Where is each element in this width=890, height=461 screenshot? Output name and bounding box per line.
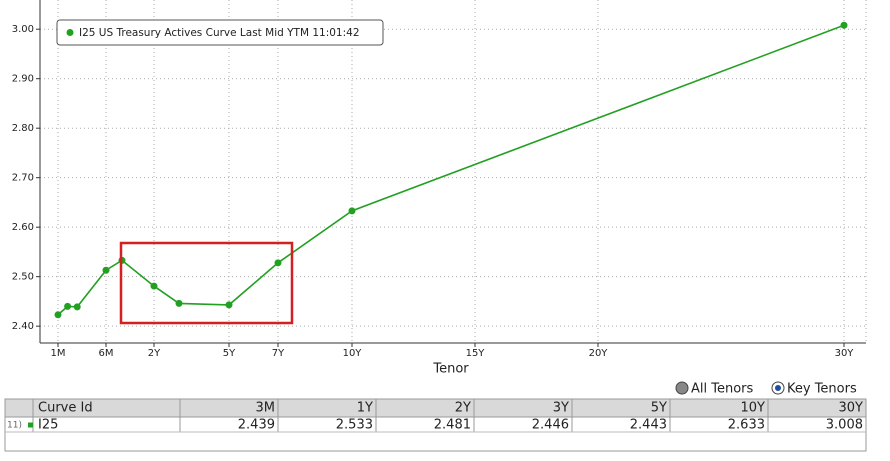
tenor-selector: All Tenors Key Tenors bbox=[675, 381, 857, 397]
x-tick-label: 2Y bbox=[148, 348, 161, 359]
y-tick-label: 2.90 bbox=[12, 74, 34, 85]
highlight-box bbox=[119, 241, 294, 325]
data-point bbox=[225, 301, 233, 309]
radio-label[interactable]: All Tenors bbox=[691, 382, 754, 397]
data-point bbox=[54, 311, 62, 319]
table-header: 2Y bbox=[455, 401, 471, 416]
row-color bbox=[28, 422, 33, 428]
data-point bbox=[73, 303, 81, 311]
legend: I25 US Treasury Actives Curve Last Mid Y… bbox=[56, 19, 384, 46]
table-header: Curve Id bbox=[38, 401, 93, 416]
table-cell: 2.481 bbox=[434, 418, 471, 433]
legend-marker bbox=[66, 29, 74, 36]
data-table: Curve Id 3M 1Y 2Y 3Y 5Y 10Y 30Y 11) I25 2.439 2.533… bbox=[4, 398, 867, 452]
x-tick-label: 30Y bbox=[835, 348, 855, 359]
table-cell: 2.439 bbox=[238, 418, 275, 433]
y-tick-label: 2.70 bbox=[12, 173, 34, 184]
x-tick-label: 7Y bbox=[272, 348, 285, 359]
x-axis-title: Tenor bbox=[432, 362, 469, 377]
y-tick-label: 2.60 bbox=[12, 222, 34, 233]
chart: 2.40 2.50 2.60 2.70 2.80 2.90 3.00 1M 6M 2Y 5Y 7Y 10… bbox=[12, 0, 867, 359]
table-header: 10Y bbox=[741, 401, 766, 416]
table-header: 30Y bbox=[839, 401, 864, 416]
y-tick-label: 3.00 bbox=[12, 24, 34, 35]
table-cell: 2.633 bbox=[728, 418, 765, 433]
table-cell: 2.443 bbox=[630, 418, 667, 433]
radio-label[interactable]: Key Tenors bbox=[787, 382, 857, 397]
data-point bbox=[150, 282, 158, 290]
legend-box bbox=[56, 19, 384, 46]
table-header: 5Y bbox=[651, 401, 667, 416]
radio-dot bbox=[775, 385, 781, 391]
data-point bbox=[274, 259, 282, 267]
x-tick-label: 10Y bbox=[343, 348, 363, 359]
x-tick-label: 15Y bbox=[466, 348, 486, 359]
data-point bbox=[175, 299, 183, 307]
table-cell: 3.008 bbox=[826, 418, 863, 433]
table-header: 1Y bbox=[357, 401, 373, 416]
table-cell: 2.533 bbox=[336, 418, 373, 433]
table-header: 3Y bbox=[553, 401, 569, 416]
data-point bbox=[102, 266, 110, 274]
legend-label: I25 US Treasury Actives Curve Last Mid Y… bbox=[79, 27, 360, 39]
table-cell: 2.446 bbox=[532, 418, 569, 433]
data-point bbox=[64, 302, 72, 310]
table-body-bg bbox=[4, 416, 867, 452]
data-point bbox=[840, 21, 848, 29]
x-tick-label: 5Y bbox=[223, 348, 236, 359]
y-tick-label: 2.80 bbox=[12, 123, 34, 134]
data-point bbox=[348, 207, 356, 215]
radio-button[interactable] bbox=[675, 381, 689, 395]
row-number: 11) bbox=[7, 421, 22, 431]
curve-id: I25 bbox=[38, 418, 58, 433]
x-tick-label: 1M bbox=[51, 348, 66, 359]
table-header-bg bbox=[4, 398, 867, 418]
table-header: 3M bbox=[256, 401, 276, 416]
x-tick-label: 20Y bbox=[589, 348, 609, 359]
x-tick-label: 6M bbox=[99, 348, 114, 359]
y-tick-label: 2.50 bbox=[12, 272, 34, 283]
y-tick-label: 2.40 bbox=[12, 321, 34, 332]
